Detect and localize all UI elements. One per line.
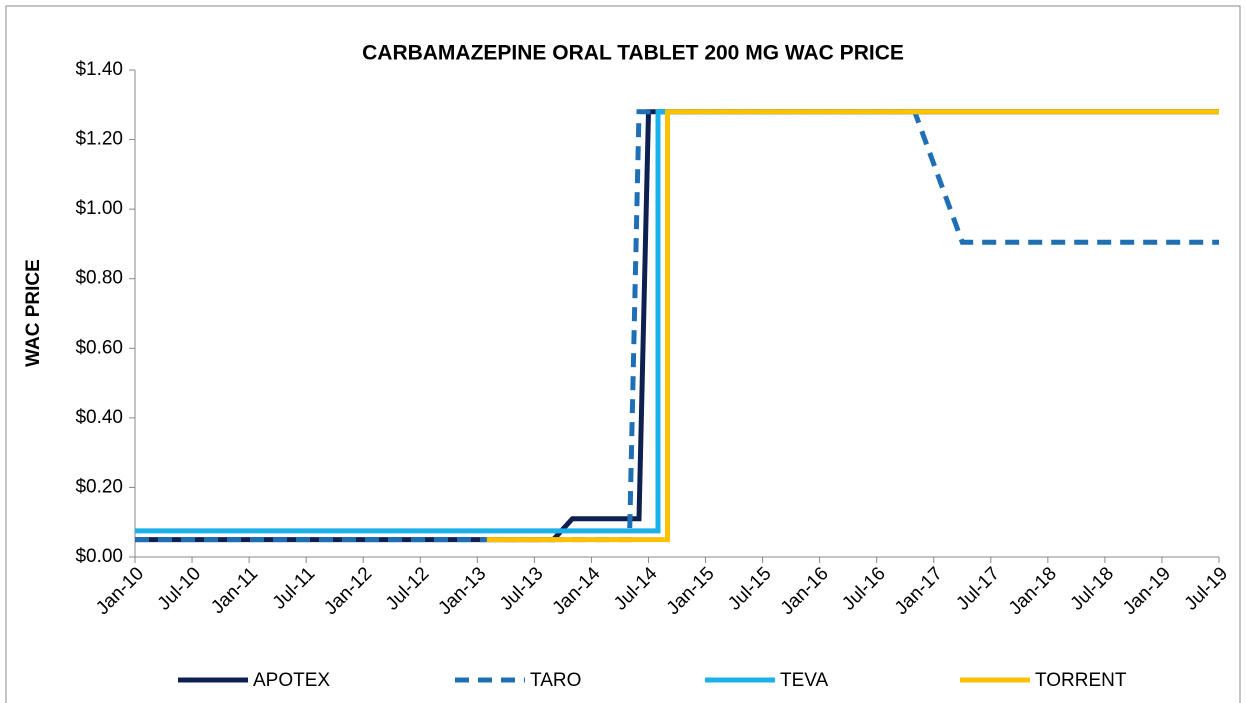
legend-label: TEVA — [780, 670, 829, 691]
y-tick-label: $0.60 — [75, 337, 123, 358]
y-tick-label: $0.00 — [75, 546, 123, 567]
y-tick-label: $0.20 — [75, 476, 123, 497]
chart-title: CARBAMAZEPINE ORAL TABLET 200 MG WAC PRI… — [362, 42, 904, 65]
legend-label: APOTEX — [253, 670, 330, 691]
y-tick-label: $1.00 — [75, 198, 123, 219]
y-tick-label: $1.40 — [75, 59, 123, 80]
y-tick-label: $1.20 — [75, 129, 123, 150]
y-tick-label: $0.40 — [75, 407, 123, 428]
legend-label: TORRENT — [1035, 670, 1127, 691]
chart-frame — [5, 5, 1241, 703]
y-tick-label: $0.80 — [75, 268, 123, 289]
legend-label: TARO — [530, 670, 581, 691]
y-axis-label: WAC PRICE — [23, 259, 44, 367]
series-line — [486, 109, 1219, 543]
